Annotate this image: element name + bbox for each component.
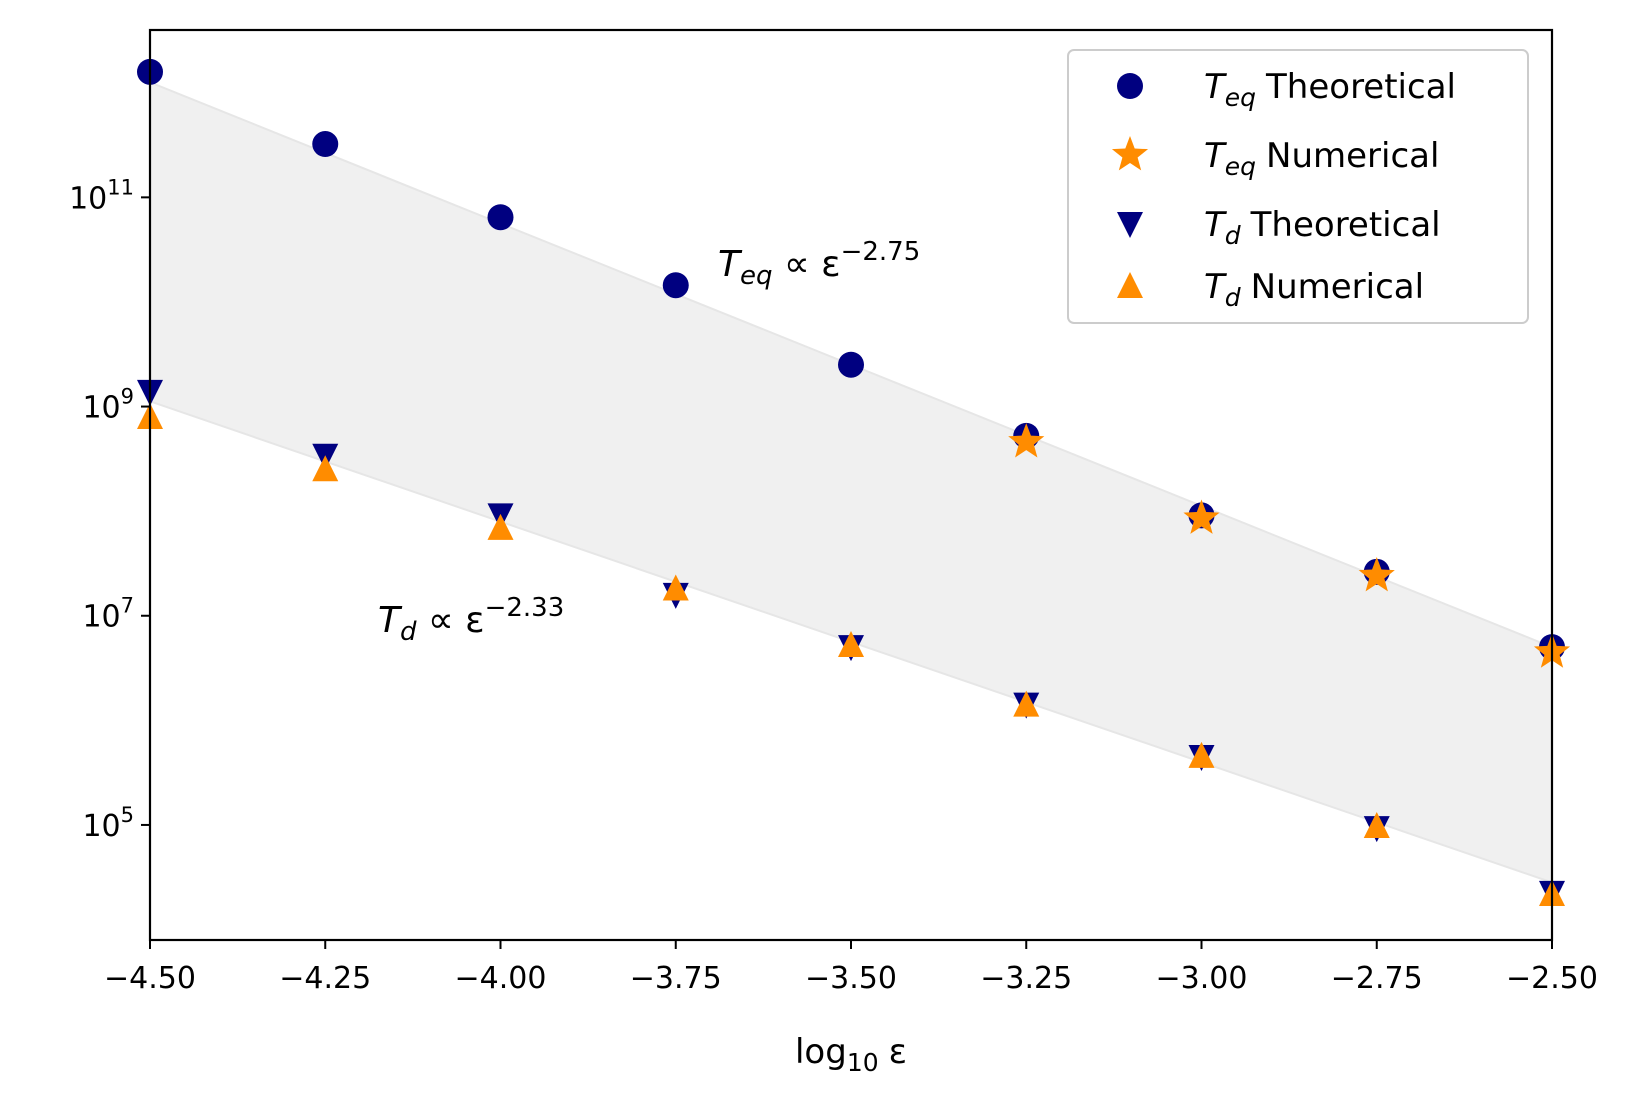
legend-markers: [1111, 73, 1149, 298]
point-triangle-up-5: [1013, 690, 1040, 717]
legend-entry-3: Td Numerical: [1204, 267, 1424, 312]
legend-entry-1: Teq Numerical: [1204, 136, 1439, 181]
point-triangle-up-6: [1188, 741, 1215, 768]
point-triangle-up-3: [662, 574, 689, 601]
legend-marker-star: [1111, 136, 1149, 171]
axis-ticks-layer: −4.50 −4.25 −4.00 −3.75 −3.50 −3.25 −3.00 −2.75…: [69, 175, 1598, 996]
point-circle-4: [838, 351, 864, 378]
x-tick-label: −2.50: [1506, 961, 1598, 996]
point-triangle-up-4: [838, 631, 864, 658]
point-circle-3: [662, 272, 689, 299]
annotation-td-main: T: [378, 600, 403, 641]
legend-3-rest: Numerical: [1251, 267, 1424, 307]
legend-box: [1067, 49, 1529, 324]
annotation-teq-exponent: −2.75: [841, 237, 921, 267]
legend-marker-triangle-up: [1117, 272, 1143, 298]
legend-marker-circle: [1117, 73, 1143, 99]
data-marks-layer: [137, 58, 1571, 907]
legend-2-sub: d: [1225, 221, 1241, 250]
point-triangle-up-1: [312, 455, 339, 482]
annotation-teq-mid: ∝ ε: [773, 244, 841, 285]
annotation-teq-main: T: [718, 244, 743, 285]
point-triangle-up-2: [487, 513, 514, 540]
annotation-td-scaling: Td ∝ ε−2.33: [378, 593, 564, 647]
legend-3-main: T: [1204, 267, 1227, 307]
x-axis-label: log10 ε: [795, 1032, 907, 1077]
point-star-1: [1183, 499, 1220, 534]
point-triangle-up-7: [1363, 811, 1390, 838]
legend-2-rest: Theoretical: [1250, 205, 1441, 245]
x-tick-label: −3.75: [630, 961, 722, 996]
legend-0-rest: Theoretical: [1265, 67, 1456, 107]
x-tick-label: −3.50: [805, 961, 897, 996]
x-tick-label: −4.50: [104, 961, 196, 996]
legend-1-rest: Numerical: [1266, 136, 1439, 176]
legend: Teq Theoretical Teq Numerical Td Theoretica…: [1067, 49, 1529, 324]
legend-0-main: T: [1204, 67, 1227, 107]
annotation-td-sub: d: [400, 617, 417, 647]
annotation-td-mid: ∝ ε: [417, 600, 485, 641]
y-tick-label: 109: [82, 385, 134, 426]
legend-1-main: T: [1204, 136, 1227, 176]
x-axis-label-symbol: ε: [889, 1032, 907, 1072]
legend-3-sub: d: [1225, 283, 1241, 312]
x-tick-label: −4.25: [279, 961, 371, 996]
legend-0-sub: eq: [1225, 83, 1256, 112]
x-tick-label: −4.00: [455, 961, 547, 996]
point-star-2: [1358, 557, 1395, 592]
legend-entry-2: Td Theoretical: [1204, 205, 1441, 250]
annotation-teq-sub: eq: [740, 261, 773, 291]
point-star-0: [1008, 423, 1045, 458]
legend-marker-triangle-down: [1117, 212, 1143, 238]
x-tick-label: −3.25: [980, 961, 1072, 996]
y-tick-label: 1011: [69, 175, 134, 216]
x-tick-label: −3.00: [1156, 961, 1248, 996]
x-axis-label-sub: 10: [847, 1048, 879, 1077]
x-tick-label: −2.75: [1331, 961, 1423, 996]
point-circle-2: [487, 204, 514, 231]
y-tick-label: 105: [82, 803, 134, 844]
x-axis-label-main: log: [795, 1032, 847, 1072]
legend-entry-0: Teq Theoretical: [1204, 67, 1456, 112]
annotation-td-exponent: −2.33: [485, 593, 565, 623]
legend-1-sub: eq: [1225, 152, 1256, 181]
annotation-teq-scaling: Teq ∝ ε−2.75: [718, 237, 920, 291]
legend-2-main: T: [1204, 205, 1227, 245]
point-circle-1: [312, 131, 339, 158]
y-tick-label: 107: [82, 594, 134, 635]
